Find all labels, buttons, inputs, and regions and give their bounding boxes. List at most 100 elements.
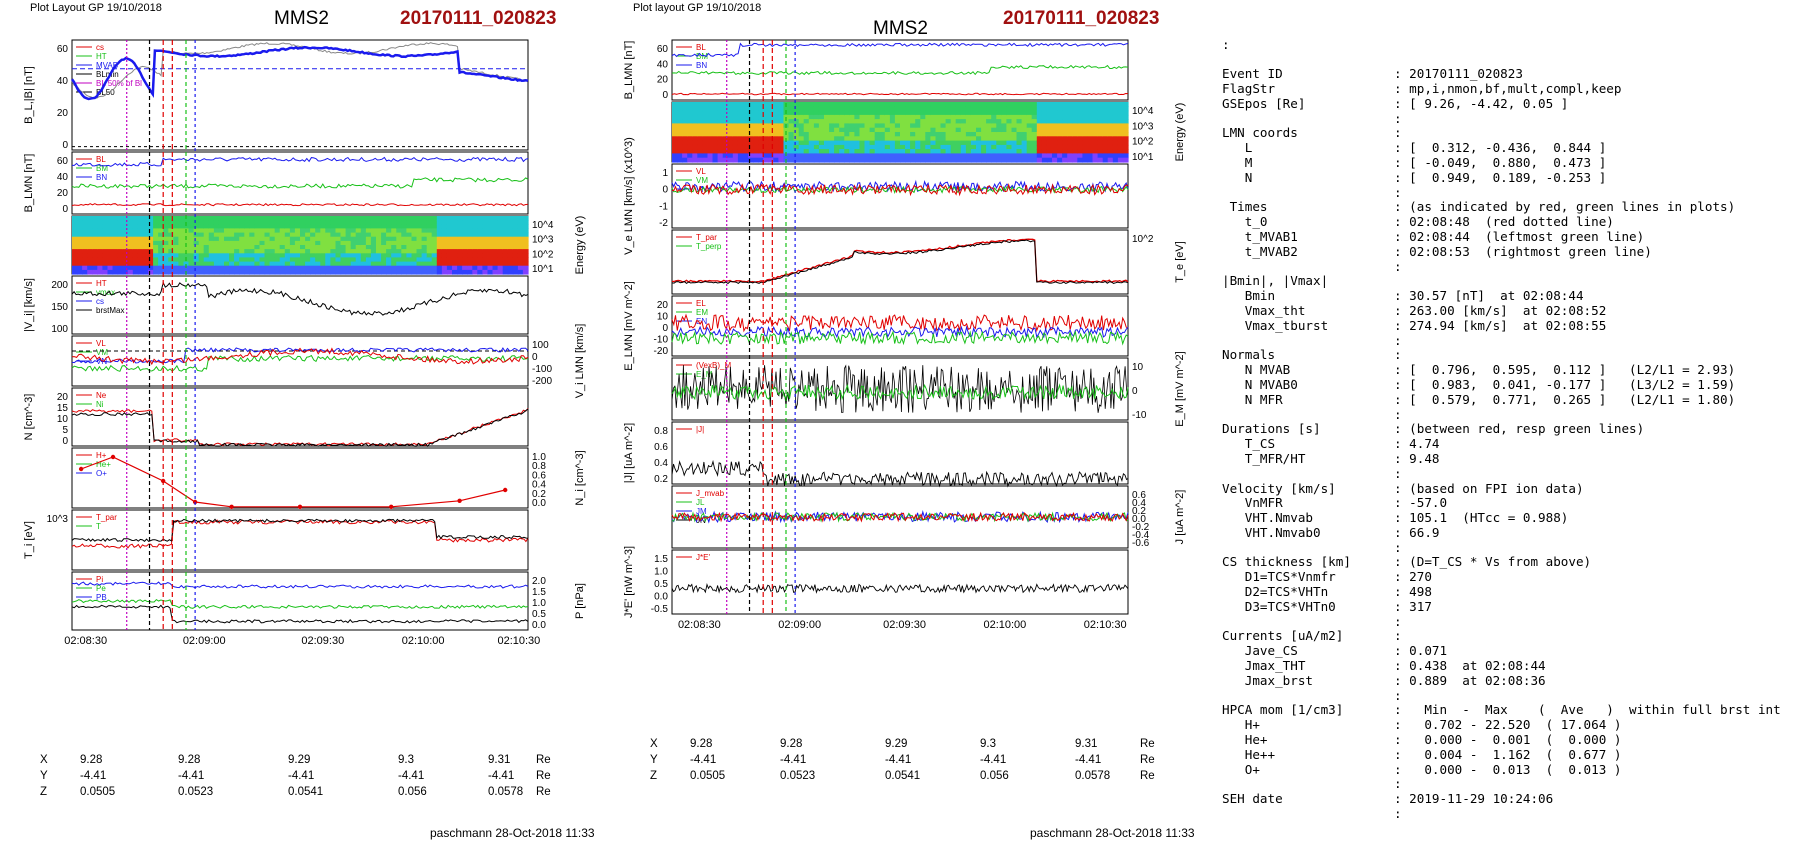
- spectrogram-cell: [340, 232, 347, 238]
- spectrogram-cell: [376, 261, 382, 267]
- spectrogram-cell: [193, 257, 200, 263]
- spectrogram-cell: [239, 228, 245, 234]
- spectrogram-cell: [1092, 102, 1099, 107]
- coord-value: -4.41: [80, 770, 107, 782]
- spectrogram-cell: [697, 149, 703, 154]
- spectrogram-cell: [960, 144, 967, 150]
- spectrogram-cell: [416, 265, 423, 271]
- spectrogram-cell: [960, 127, 967, 133]
- spectrogram-cell: [87, 249, 93, 254]
- spectrogram-cell: [467, 261, 473, 267]
- spectrogram-cell: [758, 102, 764, 107]
- spectrogram-cell: [1021, 106, 1028, 112]
- spectrogram-cell: [305, 236, 311, 242]
- spectrogram-cell: [431, 265, 438, 271]
- spectrogram-cell: [203, 245, 210, 250]
- info-row: Bmin: 30.57 [nT] at 02:08:44: [1222, 288, 1802, 304]
- spectrogram-cell: [1087, 127, 1094, 133]
- spectrogram-cell: [350, 232, 357, 238]
- coord-value: -4.41: [398, 770, 425, 782]
- spectrogram-cell: [411, 224, 418, 229]
- spectrogram-cell: [798, 106, 805, 112]
- spectrogram-cell: [965, 144, 972, 150]
- spectrogram-cell: [905, 123, 911, 129]
- spectrogram-cell: [839, 123, 845, 129]
- spectrogram-cell: [239, 261, 245, 267]
- spectrogram-cell: [702, 110, 709, 116]
- spectrogram-cell: [950, 132, 957, 137]
- spectrogram-cell: [452, 249, 458, 254]
- spectrogram-cell: [910, 144, 916, 150]
- spectrogram-cell: [707, 106, 714, 112]
- coord-value: -4.41: [980, 754, 1007, 766]
- spectrogram-cell: [502, 220, 509, 225]
- spectrogram-cell: [381, 240, 387, 246]
- spectrogram-cell: [970, 149, 977, 154]
- spectrogram-cell: [391, 261, 397, 267]
- spectrogram-cell: [492, 228, 499, 234]
- spectrogram-cell: [813, 114, 820, 120]
- spectrogram-cell: [778, 144, 785, 150]
- info-value: : 0.702 - 22.520 ( 17.064 ): [1394, 717, 1622, 733]
- spectrogram-cell: [727, 149, 734, 154]
- spectrogram-cell: [955, 144, 962, 150]
- spectrogram-cell: [1097, 149, 1104, 154]
- legend-entry: H+: [96, 451, 107, 460]
- spectrogram-cell: [376, 240, 382, 246]
- spectrogram-cell: [834, 114, 840, 120]
- spectrogram-cell: [107, 253, 114, 258]
- spectrogram-cell: [431, 240, 438, 246]
- spectrogram-cell: [87, 257, 93, 263]
- spectrogram-cell: [457, 228, 463, 234]
- coord-value: 0.0523: [178, 786, 214, 798]
- spectrogram-cell: [991, 136, 997, 142]
- spectrogram-cell: [173, 236, 179, 242]
- spectrogram-cell: [441, 240, 448, 246]
- spectrogram-cell: [1011, 119, 1018, 124]
- spectrogram-cell: [829, 149, 835, 154]
- spectrogram-cell: [1057, 123, 1063, 129]
- panel-ylabel: P [nPa]: [574, 583, 586, 619]
- spectrogram-cell: [758, 127, 764, 133]
- spectrogram-cell: [788, 157, 795, 163]
- series-line-B-total: [71, 42, 529, 99]
- spectrogram-cell: [1122, 123, 1129, 129]
- spectrogram-cell: [229, 236, 235, 242]
- spectrogram-cell: [905, 119, 911, 124]
- spectrogram-cell: [411, 240, 418, 246]
- spectrogram-cell: [874, 114, 881, 120]
- spectrogram-cell: [137, 216, 144, 221]
- info-key: T_MFR/HT: [1222, 450, 1306, 466]
- spectrogram-cell: [294, 261, 301, 267]
- spectrogram-cell: [274, 245, 281, 250]
- spectrogram-cell: [254, 228, 261, 234]
- spectrogram-cell: [244, 232, 250, 238]
- spectrogram-cell: [274, 216, 281, 221]
- spectrogram-cell: [808, 132, 815, 137]
- spectrogram-cell: [1041, 136, 1048, 142]
- spectrogram-cell: [249, 228, 255, 234]
- tick-label: 10^4: [1132, 106, 1154, 117]
- spectrogram-cell: [712, 127, 719, 133]
- panel-ylabel: E_M [mV m^-2]: [1174, 351, 1186, 426]
- spectrogram-cell: [234, 224, 240, 229]
- spectrogram-cell: [507, 220, 514, 225]
- spectrogram-cell: [482, 245, 489, 250]
- spectrogram-cell: [915, 157, 921, 163]
- spectrogram-cell: [305, 253, 311, 258]
- spectrogram-cell: [274, 224, 281, 229]
- spectrogram-cell: [1031, 140, 1038, 146]
- spectrogram-cell: [148, 261, 154, 267]
- spectrogram-cell: [153, 269, 159, 275]
- spectrogram-cell: [137, 249, 144, 254]
- spectrogram-cell: [386, 265, 392, 271]
- spectrogram-cell: [672, 132, 678, 137]
- spectrogram-cell: [289, 249, 296, 254]
- panel-2: Energy (eV)10^410^310^210^1: [71, 215, 586, 275]
- info-key: t_0: [1222, 214, 1268, 230]
- spectrogram-cell: [884, 140, 891, 146]
- spectrogram-cell: [905, 127, 911, 133]
- spectrogram-cell: [1102, 140, 1109, 146]
- spectrogram-cell: [991, 144, 997, 150]
- spectrogram-cell: [808, 127, 815, 133]
